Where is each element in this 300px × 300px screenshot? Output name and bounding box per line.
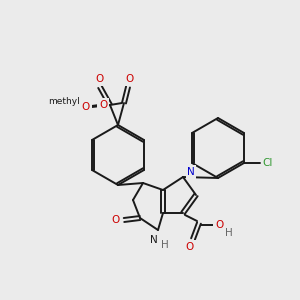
Text: N: N xyxy=(187,167,195,177)
Text: O: O xyxy=(126,74,134,84)
Text: O: O xyxy=(111,215,119,225)
Text: N: N xyxy=(150,235,158,245)
Text: H: H xyxy=(225,228,233,238)
Text: O: O xyxy=(82,102,90,112)
Text: methyl: methyl xyxy=(48,98,80,106)
Text: O: O xyxy=(186,242,194,252)
Text: H: H xyxy=(161,240,169,250)
Text: O: O xyxy=(96,74,104,84)
Text: O: O xyxy=(215,220,223,230)
Text: Cl: Cl xyxy=(263,158,273,168)
Text: O: O xyxy=(99,100,107,110)
